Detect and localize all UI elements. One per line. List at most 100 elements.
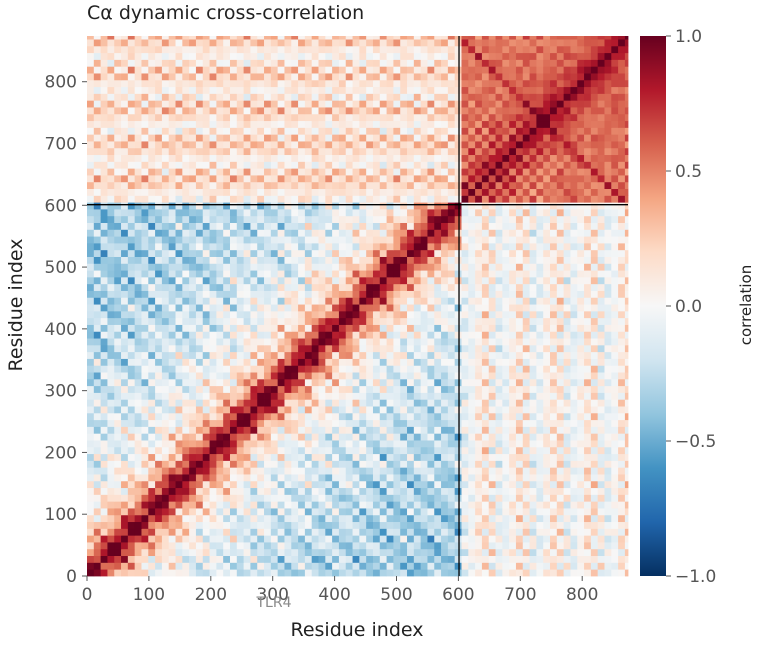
- heatmap-cell: [468, 222, 476, 230]
- heatmap-cell: [624, 181, 629, 190]
- heatmap-cell: [393, 562, 401, 570]
- heatmap-cell: [475, 487, 483, 495]
- heatmap-cell: [338, 535, 347, 543]
- heatmap-cell: [100, 317, 108, 325]
- heatmap-cell: [229, 406, 238, 414]
- heatmap-cell: [447, 270, 456, 278]
- heatmap-cell: [243, 433, 251, 441]
- heatmap-cell: [502, 324, 510, 332]
- heatmap-cell: [243, 548, 251, 557]
- heatmap-cell: [209, 331, 217, 339]
- heatmap-cell: [87, 494, 95, 502]
- heatmap-cell: [624, 528, 629, 536]
- heatmap-cell: [563, 474, 571, 482]
- heatmap-cell: [420, 460, 428, 468]
- heatmap-cell: [168, 283, 176, 291]
- heatmap-cell: [359, 372, 367, 380]
- heatmap-cell: [352, 270, 360, 278]
- heatmap-cell: [618, 480, 626, 489]
- heatmap-cell: [229, 147, 238, 156]
- heatmap-cell: [515, 555, 524, 563]
- heatmap-cell: [93, 161, 102, 169]
- heatmap-cell: [563, 494, 571, 502]
- heatmap-cell: [590, 419, 599, 427]
- heatmap-cell: [427, 385, 435, 393]
- heatmap-cell: [624, 276, 629, 285]
- heatmap-cell: [434, 222, 442, 230]
- heatmap-cell: [318, 242, 326, 251]
- heatmap-cell: [223, 378, 231, 387]
- heatmap-cell: [611, 161, 619, 169]
- heatmap-cell: [624, 460, 629, 468]
- heatmap-cell: [127, 249, 136, 257]
- heatmap-cell: [114, 290, 122, 298]
- heatmap-cell: [372, 195, 381, 203]
- heatmap-cell: [264, 276, 272, 285]
- heatmap-cell: [250, 440, 258, 448]
- heatmap-cell: [393, 256, 401, 264]
- heatmap-cell: [175, 508, 183, 516]
- heatmap-cell: [155, 494, 163, 502]
- heatmap-cell: [570, 283, 578, 291]
- heatmap-cell: [107, 242, 115, 251]
- heatmap-cell: [345, 161, 353, 169]
- heatmap-cell: [454, 548, 462, 557]
- heatmap-cell: [447, 290, 456, 298]
- heatmap-cell: [284, 399, 292, 407]
- heatmap-cell: [515, 276, 524, 285]
- heatmap-cell: [291, 263, 299, 271]
- heatmap-cell: [325, 256, 333, 264]
- heatmap-cell: [277, 514, 285, 523]
- heatmap-cell: [298, 209, 306, 217]
- heatmap-cell: [236, 460, 245, 468]
- heatmap-cell: [563, 542, 571, 550]
- heatmap-cell: [454, 358, 462, 366]
- heatmap-cell: [441, 236, 449, 244]
- heatmap-cell: [536, 175, 544, 183]
- heatmap-cell: [107, 555, 115, 563]
- heatmap-cell: [223, 168, 231, 176]
- heatmap-cell: [209, 412, 217, 421]
- heatmap-cell: [420, 324, 428, 332]
- heatmap-cell: [420, 195, 428, 203]
- heatmap-cell: [536, 351, 544, 359]
- heatmap-cell: [93, 195, 102, 203]
- heatmap-cell: [223, 195, 231, 203]
- heatmap-cell: [277, 494, 285, 502]
- heatmap-cell: [332, 433, 340, 441]
- heatmap-cell: [148, 222, 156, 230]
- heatmap-cell: [257, 242, 265, 251]
- heatmap-cell: [155, 215, 163, 223]
- heatmap-cell: [270, 487, 279, 495]
- heatmap-cell: [495, 460, 503, 468]
- heatmap-cell: [475, 195, 483, 203]
- heatmap-cell: [420, 392, 428, 400]
- heatmap-cell: [332, 147, 340, 156]
- heatmap-cell: [270, 528, 279, 536]
- heatmap-cell: [570, 256, 578, 264]
- heatmap-cell: [590, 440, 599, 448]
- heatmap-cell: [332, 514, 340, 523]
- heatmap-cell: [407, 154, 415, 162]
- heatmap-cell: [189, 467, 197, 475]
- heatmap-cell: [277, 474, 285, 482]
- heatmap-cell: [216, 236, 224, 244]
- heatmap-cell: [611, 181, 619, 190]
- heatmap-cell: [495, 290, 503, 298]
- heatmap-cell: [577, 202, 585, 210]
- heatmap-cell: [379, 474, 387, 482]
- heatmap-cell: [427, 487, 435, 495]
- heatmap-cell: [345, 310, 353, 319]
- heatmap-cell: [202, 168, 210, 176]
- heatmap-cell: [427, 562, 435, 570]
- heatmap-cell: [229, 249, 238, 257]
- heatmap-cell: [536, 263, 544, 271]
- heatmap-cell: [502, 378, 510, 387]
- heatmap-cell: [515, 474, 524, 482]
- heatmap-cell: [420, 310, 428, 319]
- heatmap-cell: [563, 168, 571, 176]
- heatmap-cell: [577, 569, 585, 577]
- heatmap-cell: [87, 467, 95, 475]
- heatmap-cell: [359, 249, 367, 257]
- heatmap-cell: [502, 297, 510, 305]
